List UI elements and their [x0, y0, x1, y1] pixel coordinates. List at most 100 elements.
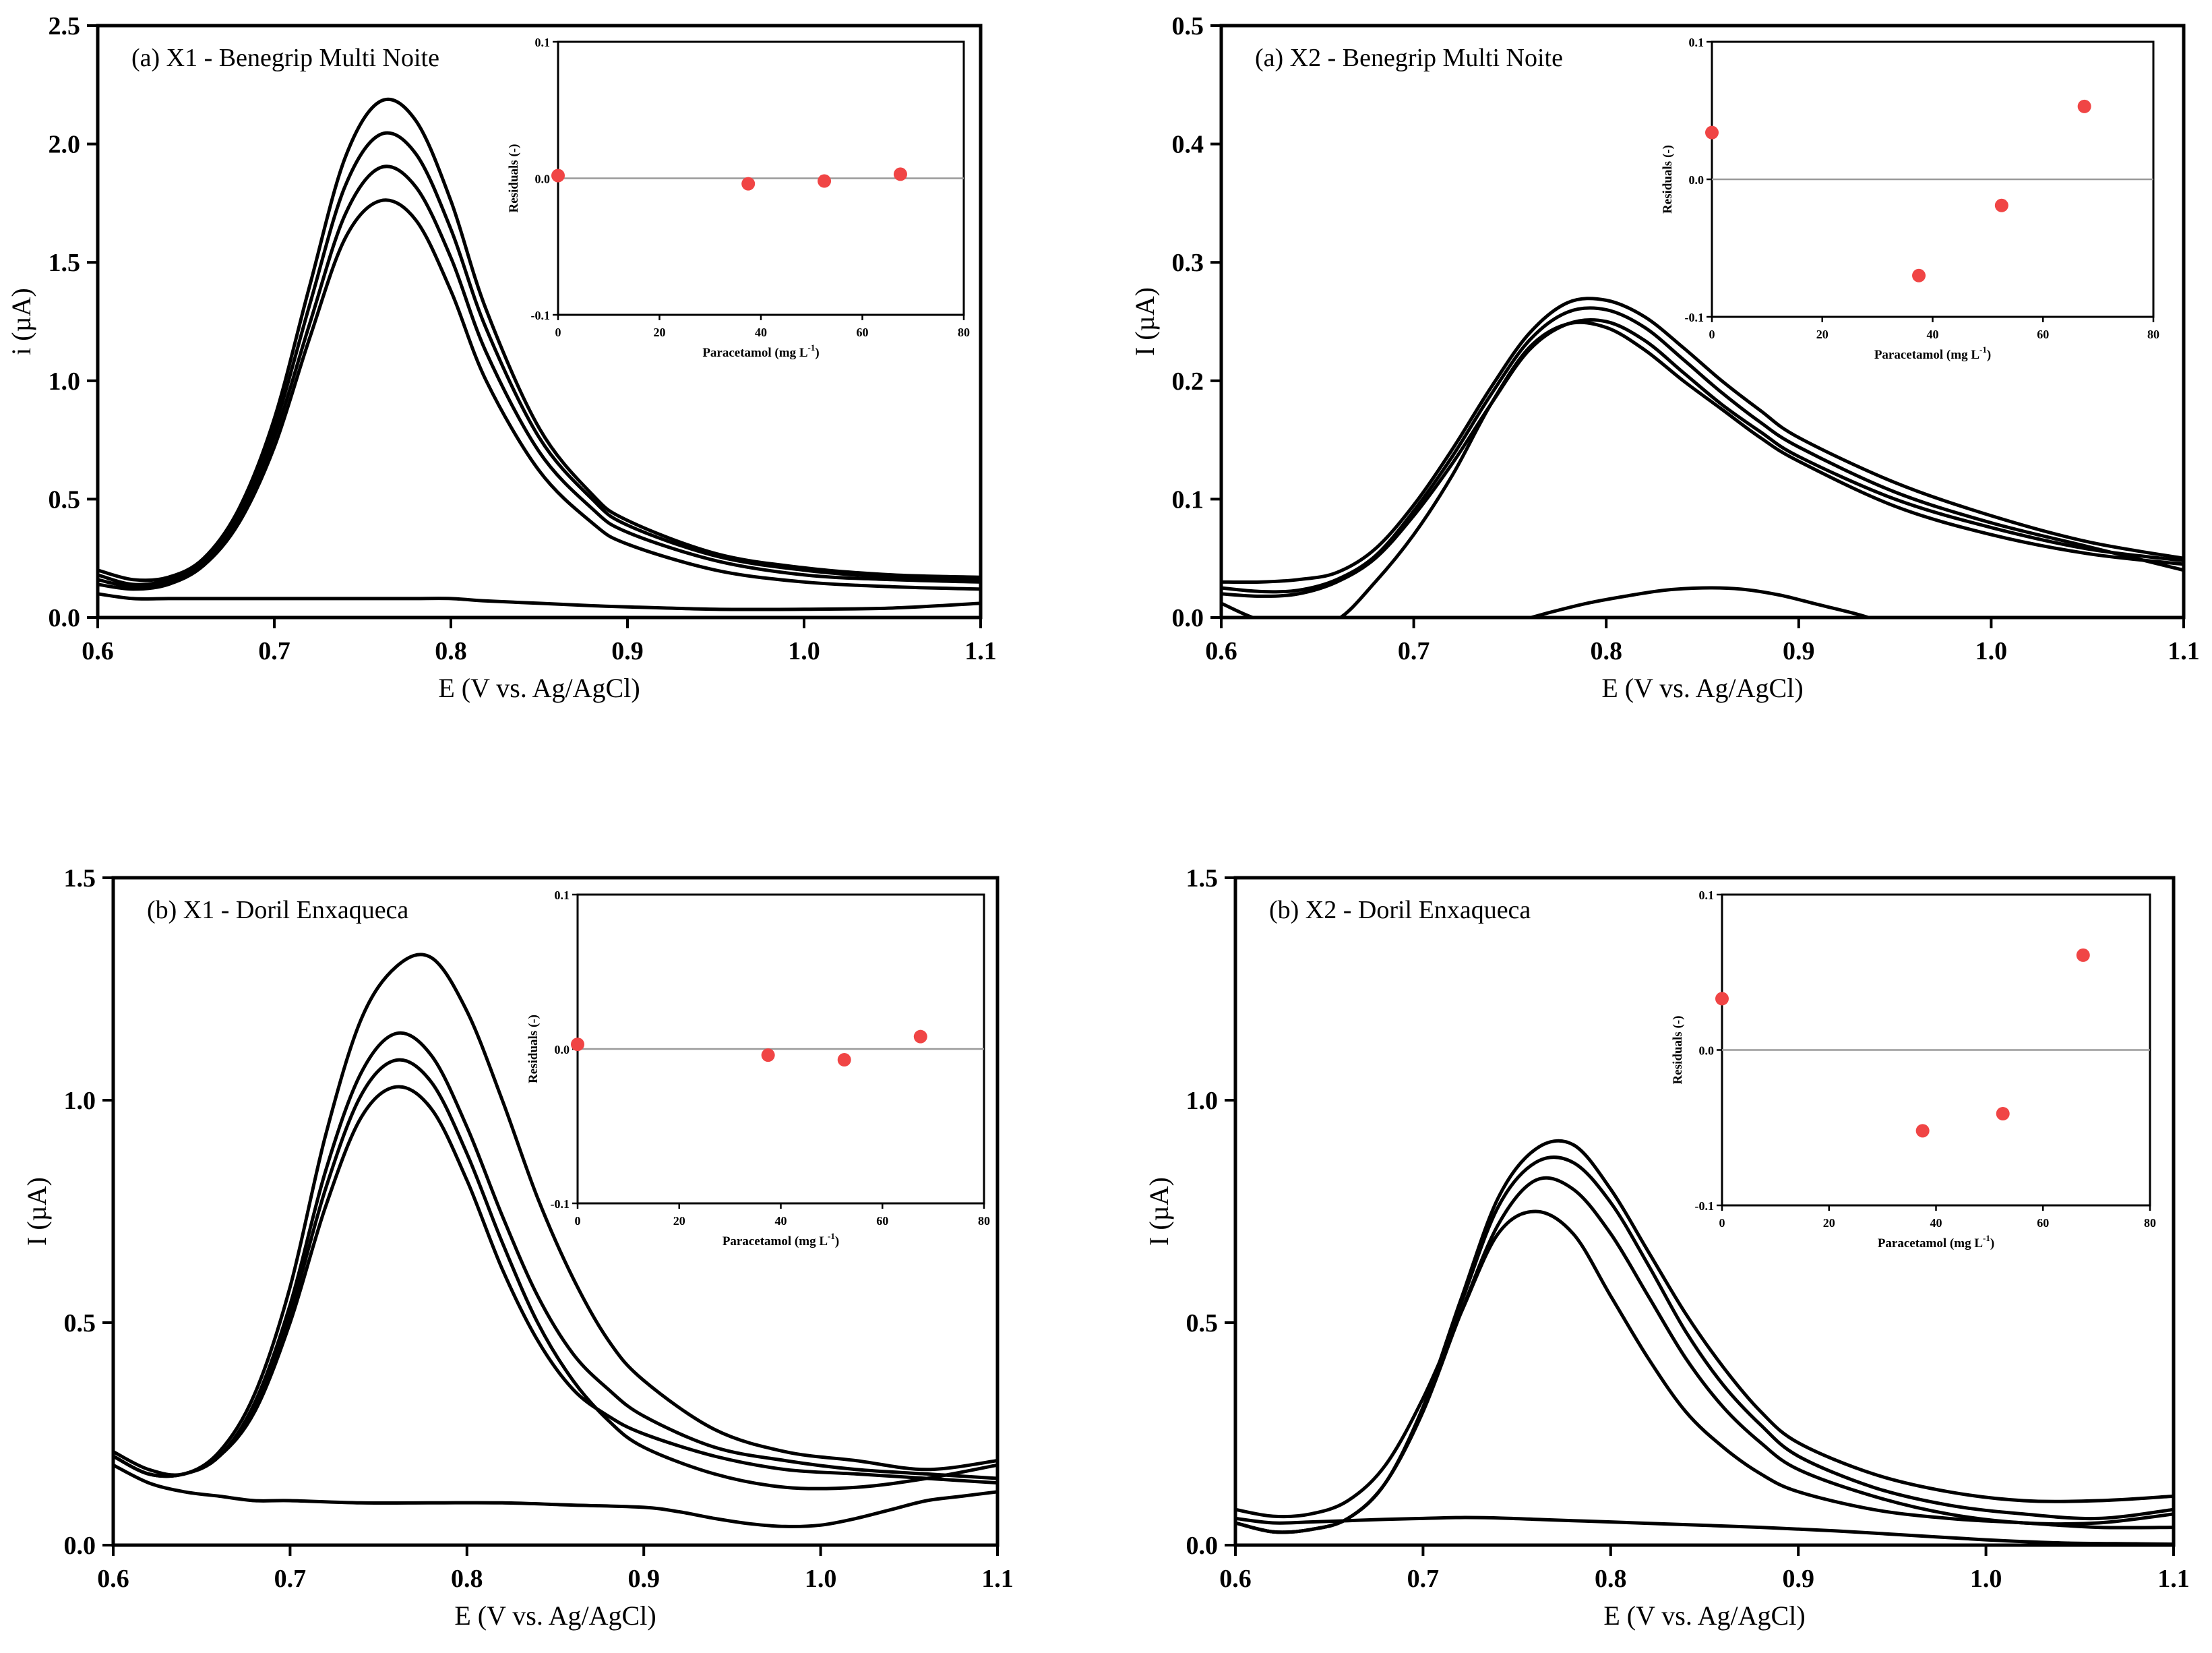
residual-point: [1705, 125, 1719, 140]
inset-x-tick-label: 40: [1930, 1216, 1942, 1230]
x-tick-label: 0.8: [1590, 637, 1622, 665]
x-tick-label: 0.9: [1782, 1565, 1814, 1593]
residual-point: [1912, 268, 1926, 282]
x-tick-label: 0.9: [611, 637, 644, 665]
x-tick-label: 1.0: [805, 1565, 837, 1593]
curve-1: [98, 592, 981, 611]
inset-y-tick-label: -0.1: [1685, 311, 1704, 324]
inset-y-tick-label: 0.1: [1699, 889, 1715, 902]
inset-y-axis-label: Residuals (-): [1661, 145, 1675, 214]
voltammogram-curves: [1221, 297, 2184, 618]
x-tick-label: 1.1: [981, 1565, 1014, 1593]
plot-frame: [111, 876, 1000, 1547]
inset-y-tick-label: -0.1: [551, 1197, 570, 1211]
y-tick-label: 0.1: [1172, 485, 1204, 514]
inset-x-axis-label-main: Paracetamol (mg L: [723, 1234, 828, 1249]
plot-frame: [1219, 24, 2186, 620]
x-tick-label: 0.6: [1219, 1565, 1252, 1593]
inset-x-tick-label: 60: [2037, 328, 2049, 341]
inset-x-axis-label-superscript: -1: [828, 1231, 835, 1241]
inset-x-tick-label: 0: [555, 326, 561, 339]
inset-x-tick-label: 20: [654, 326, 666, 339]
inset-y-axis-label: Residuals (-): [526, 1015, 541, 1083]
curve-5: [98, 97, 981, 582]
y-axis-label: I (µA): [1130, 287, 1160, 356]
curve-1: [1235, 1515, 2174, 1545]
x-tick-label: 1.0: [1975, 637, 2008, 665]
inset-y-tick-label: 0.1: [1689, 36, 1704, 49]
y-tick-label: 0.3: [1172, 249, 1204, 277]
x-tick-label: 1.0: [788, 637, 820, 665]
y-tick-label: 0.0: [49, 604, 81, 632]
y-tick-label: 0.5: [49, 485, 81, 514]
x-tick-label: 0.9: [1783, 637, 1815, 665]
curve-5: [113, 953, 997, 1477]
inset-x-axis-label-superscript: -1: [1983, 1233, 1990, 1243]
x-tick-label: 1.1: [2168, 637, 2200, 665]
residual-point: [818, 174, 832, 188]
inset-x-axis-label-superscript: -1: [808, 342, 816, 353]
x-tick-label: 0.7: [274, 1565, 307, 1593]
residual-point: [571, 1038, 584, 1052]
curve-4: [113, 1031, 997, 1480]
y-tick-label: 1.0: [1186, 1087, 1219, 1115]
inset-x-tick-label: 80: [958, 326, 970, 339]
inset-x-axis-label-main: Paracetamol (mg L: [702, 346, 807, 360]
curve-5: [1221, 297, 2184, 584]
y-axis-label: I (µA): [22, 1177, 52, 1246]
y-axis-label: I (µA): [1144, 1177, 1174, 1246]
x-tick-label: 0.6: [97, 1565, 129, 1593]
inset-y-tick-label: 0.1: [535, 36, 551, 49]
chart-panel-1: 0.6 0.7 0.8 0.9 1.0 1.1 0.0 0.5 1.0 1.5 2.0 2.5 E (V…: [6, 12, 997, 703]
inset-y-axis-label: Residuals (-): [507, 144, 521, 213]
residual-point: [913, 1029, 927, 1044]
x-tick-label: 0.6: [1205, 637, 1237, 665]
inset-x-tick-label: 80: [2144, 1216, 2156, 1230]
voltammogram-curves: [98, 97, 981, 611]
curve-2: [113, 1085, 997, 1485]
residuals-inset: 0 20 40 60 80 -0.1 0.0 0.1 Paracetamol (mg L-1) R…: [507, 36, 970, 360]
curve-2: [1221, 320, 2184, 618]
inset-x-axis-label-end: ): [815, 346, 819, 360]
inset-y-tick-label: 0.1: [555, 889, 570, 902]
curve-3: [113, 1058, 997, 1491]
residuals-inset: 0 20 40 60 80 -0.1 0.0 0.1 Paracetamol (mg L-1) R…: [1661, 36, 2159, 362]
y-tick-label: 0.5: [1186, 1309, 1219, 1338]
inset-y-axis-label: Residuals (-): [1671, 1016, 1685, 1085]
residual-point: [1915, 1124, 1930, 1138]
residual-point: [761, 1048, 775, 1062]
inset-x-tick-label: 60: [2037, 1216, 2049, 1230]
inset-y-tick-label: -0.1: [531, 309, 551, 322]
voltammogram-curves: [113, 953, 997, 1528]
curve-1: [113, 1463, 997, 1528]
residual-point: [1715, 992, 1729, 1006]
inset-x-axis-label: Paracetamol (mg L-1): [702, 342, 819, 360]
y-tick-label: 0.5: [1172, 12, 1204, 40]
y-tick-label: 1.5: [64, 864, 96, 893]
voltammogram-curves: [1235, 1139, 2174, 1545]
curve-4: [1221, 306, 2184, 594]
y-tick-label: 0.2: [1172, 367, 1204, 396]
inset-y-tick-label: -0.1: [1695, 1199, 1715, 1213]
y-tick-label: 2.0: [49, 131, 81, 159]
x-axis-label: E (V vs. Ag/AgCl): [1603, 1600, 1805, 1631]
x-tick-label: 1.0: [1970, 1565, 2002, 1593]
y-tick-label: 0.4: [1172, 131, 1204, 159]
inset-x-axis-label-end: ): [1990, 1236, 1994, 1251]
x-tick-label: 0.8: [435, 637, 467, 665]
y-tick-label: 1.5: [1186, 864, 1219, 893]
curve-2: [1235, 1209, 2174, 1530]
panel-title: (b) X2 - Doril Enxaqueca: [1269, 896, 1531, 924]
residual-point: [837, 1053, 851, 1067]
x-tick-label: 0.7: [258, 637, 290, 665]
inset-y-tick-label: 0.0: [555, 1043, 570, 1056]
plot-frame: [96, 24, 983, 620]
x-axis-label: E (V vs. Ag/AgCl): [454, 1600, 656, 1631]
residual-point: [1994, 198, 2008, 212]
x-tick-label: 0.6: [82, 637, 114, 665]
panel-title: (b) X1 - Doril Enxaqueca: [147, 896, 408, 924]
residual-point: [1996, 1107, 2010, 1121]
x-tick-label: 0.8: [451, 1565, 483, 1593]
curve-3: [98, 164, 981, 589]
y-tick-label: 1.5: [49, 249, 81, 277]
